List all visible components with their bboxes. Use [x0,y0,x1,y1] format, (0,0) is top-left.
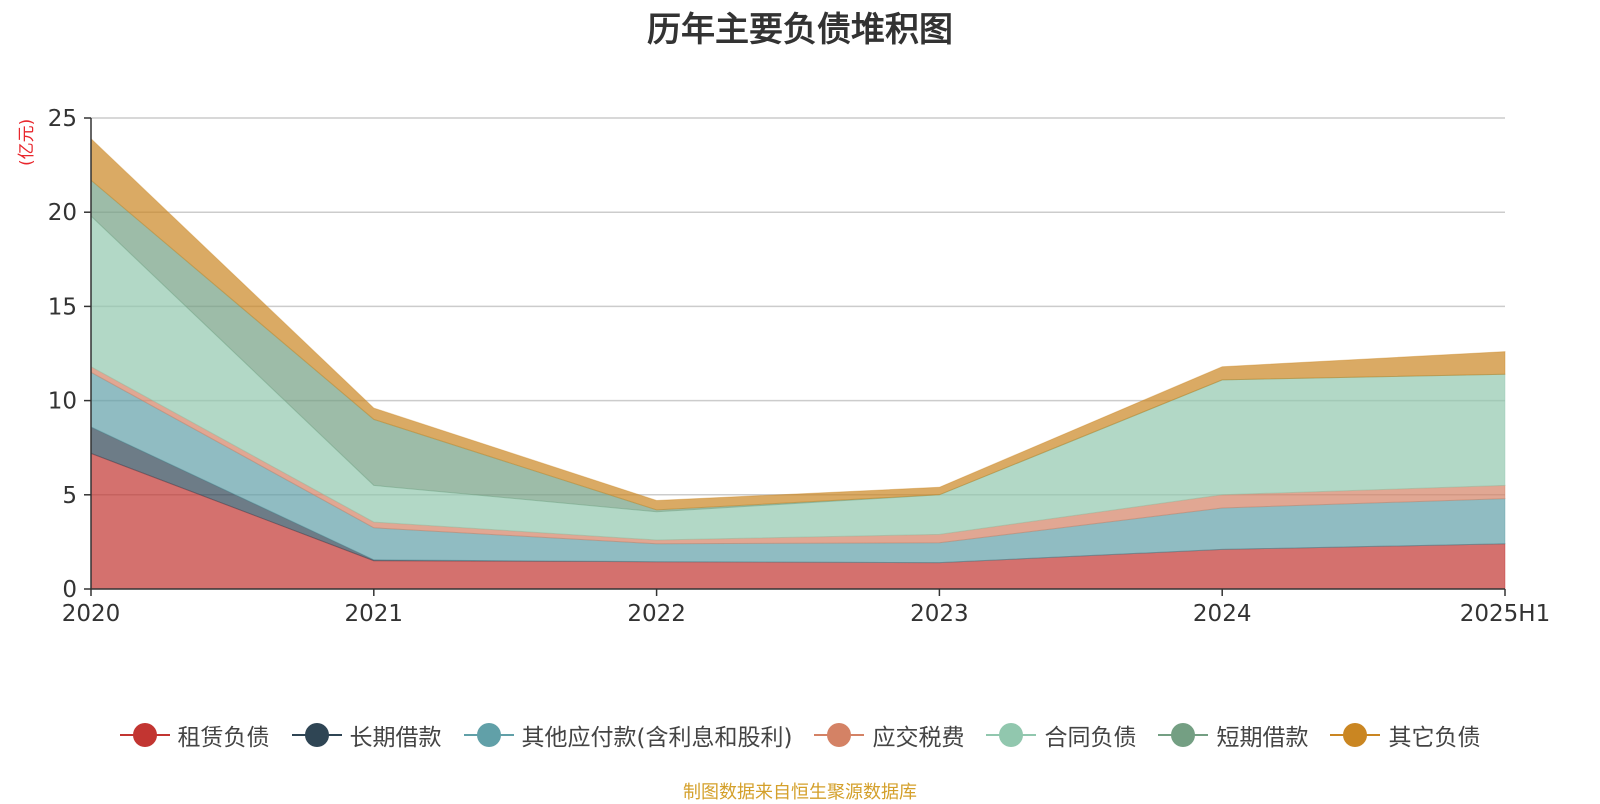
legend-label: 短期借款 [1216,725,1309,751]
y-axis-label: (亿元) [17,118,37,166]
y-tick-label: 0 [62,577,77,603]
source-note: 制图数据来自恒生聚源数据库 [683,782,917,803]
legend-label: 其它负债 [1388,725,1481,751]
legend-item[interactable]: 其它负债 [1330,718,1480,752]
y-tick-label: 20 [48,200,77,226]
y-tick-label: 5 [62,483,77,509]
legend-item[interactable]: 其他应付款(含利息和股利) [463,718,793,752]
axes: 0 5 10 15 20 25 2020 2021 2022 2023 2024 2025H1 [48,106,1551,627]
legend-item[interactable]: 应交税费 [814,718,964,752]
x-tick-label: 2022 [627,601,686,627]
legend-marker-icon [291,723,342,747]
legend-label: 租赁负债 [177,725,270,751]
legend-item[interactable]: 租赁负债 [119,718,270,752]
x-tick-label: 2025H1 [1460,601,1550,627]
x-tick-label: 2024 [1193,601,1252,627]
legend-marker-icon [986,723,1037,747]
legend-label: 长期借款 [349,725,442,751]
legend-marker-icon [119,723,170,747]
legend-item[interactable]: 长期借款 [291,718,442,752]
y-tick-label: 25 [48,106,77,132]
legend-label: 合同负债 [1044,725,1137,751]
legend-marker-icon [814,723,865,747]
area-series [90,137,1506,590]
legend-marker-icon [1330,723,1381,747]
area-其它负债 [90,137,1506,511]
x-tick-label: 2023 [910,601,969,627]
legend-marker-icon [1158,723,1209,747]
y-tick-label: 10 [48,389,77,415]
legend: 租赁负债 长期借款 其他应付款(含利息和股利) 应交税费 合同负债 短期借款 其它负债 [0,718,1600,752]
legend-item[interactable]: 合同负债 [986,718,1136,752]
legend-marker-icon [463,723,514,747]
chart-title: 历年主要负债堆积图 [647,10,953,50]
legend-label: 应交税费 [872,725,965,751]
y-tick-label: 15 [48,294,77,320]
x-tick-label: 2021 [345,601,404,627]
legend-label: 其他应付款(含利息和股利) [521,725,793,751]
legend-item[interactable]: 短期借款 [1158,718,1308,752]
x-tick-label: 2020 [62,601,121,627]
